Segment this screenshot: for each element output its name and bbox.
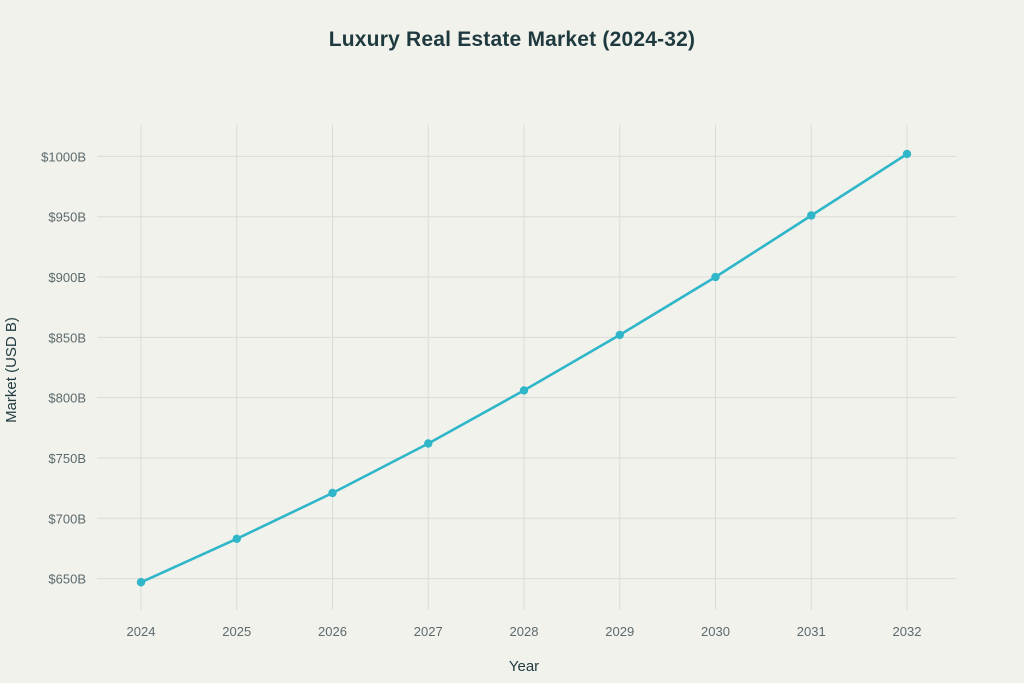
y-tick-label: $650B [48, 572, 86, 587]
y-tick-label: $1000B [41, 149, 86, 164]
y-tick-label: $700B [48, 511, 86, 526]
data-point [519, 386, 529, 395]
y-tick-label: $800B [48, 391, 86, 406]
x-tick-label: 2030 [701, 624, 730, 639]
data-point [328, 488, 337, 498]
x-axis-title: Year [509, 658, 539, 675]
x-gridlines [140, 125, 908, 610]
data-point [136, 578, 146, 587]
data-point [232, 534, 241, 544]
y-axis-tick-labels: $650B $700B $750B $800B $850B $900B $950B $1000… [41, 149, 86, 586]
y-tick-label: $950B [48, 210, 86, 225]
x-tick-label: 2031 [797, 624, 826, 639]
y-axis-title: Market (USD B) [3, 317, 20, 423]
data-point [424, 439, 433, 448]
x-tick-label: 2027 [414, 624, 443, 639]
data-point [902, 149, 912, 159]
data-point [711, 272, 720, 282]
x-axis-tick-labels: 2024 2025 2026 2027 2028 2029 2030 2031 2032 [127, 624, 922, 639]
y-tick-label: $900B [48, 270, 86, 285]
series-layer [136, 149, 912, 587]
y-tick-label: $750B [48, 451, 86, 466]
chart-title: Luxury Real Estate Market (2024-32) [328, 28, 696, 51]
y-tick-label: $850B [48, 330, 86, 345]
x-tick-label: 2028 [510, 624, 539, 639]
x-tick-label: 2032 [893, 624, 922, 639]
y-gridlines [97, 155, 956, 580]
x-tick-label: 2029 [605, 624, 634, 639]
x-tick-label: 2024 [127, 624, 156, 639]
data-point [807, 211, 816, 220]
x-tick-label: 2026 [318, 624, 347, 639]
data-point [615, 330, 624, 340]
x-tick-label: 2025 [222, 624, 251, 639]
